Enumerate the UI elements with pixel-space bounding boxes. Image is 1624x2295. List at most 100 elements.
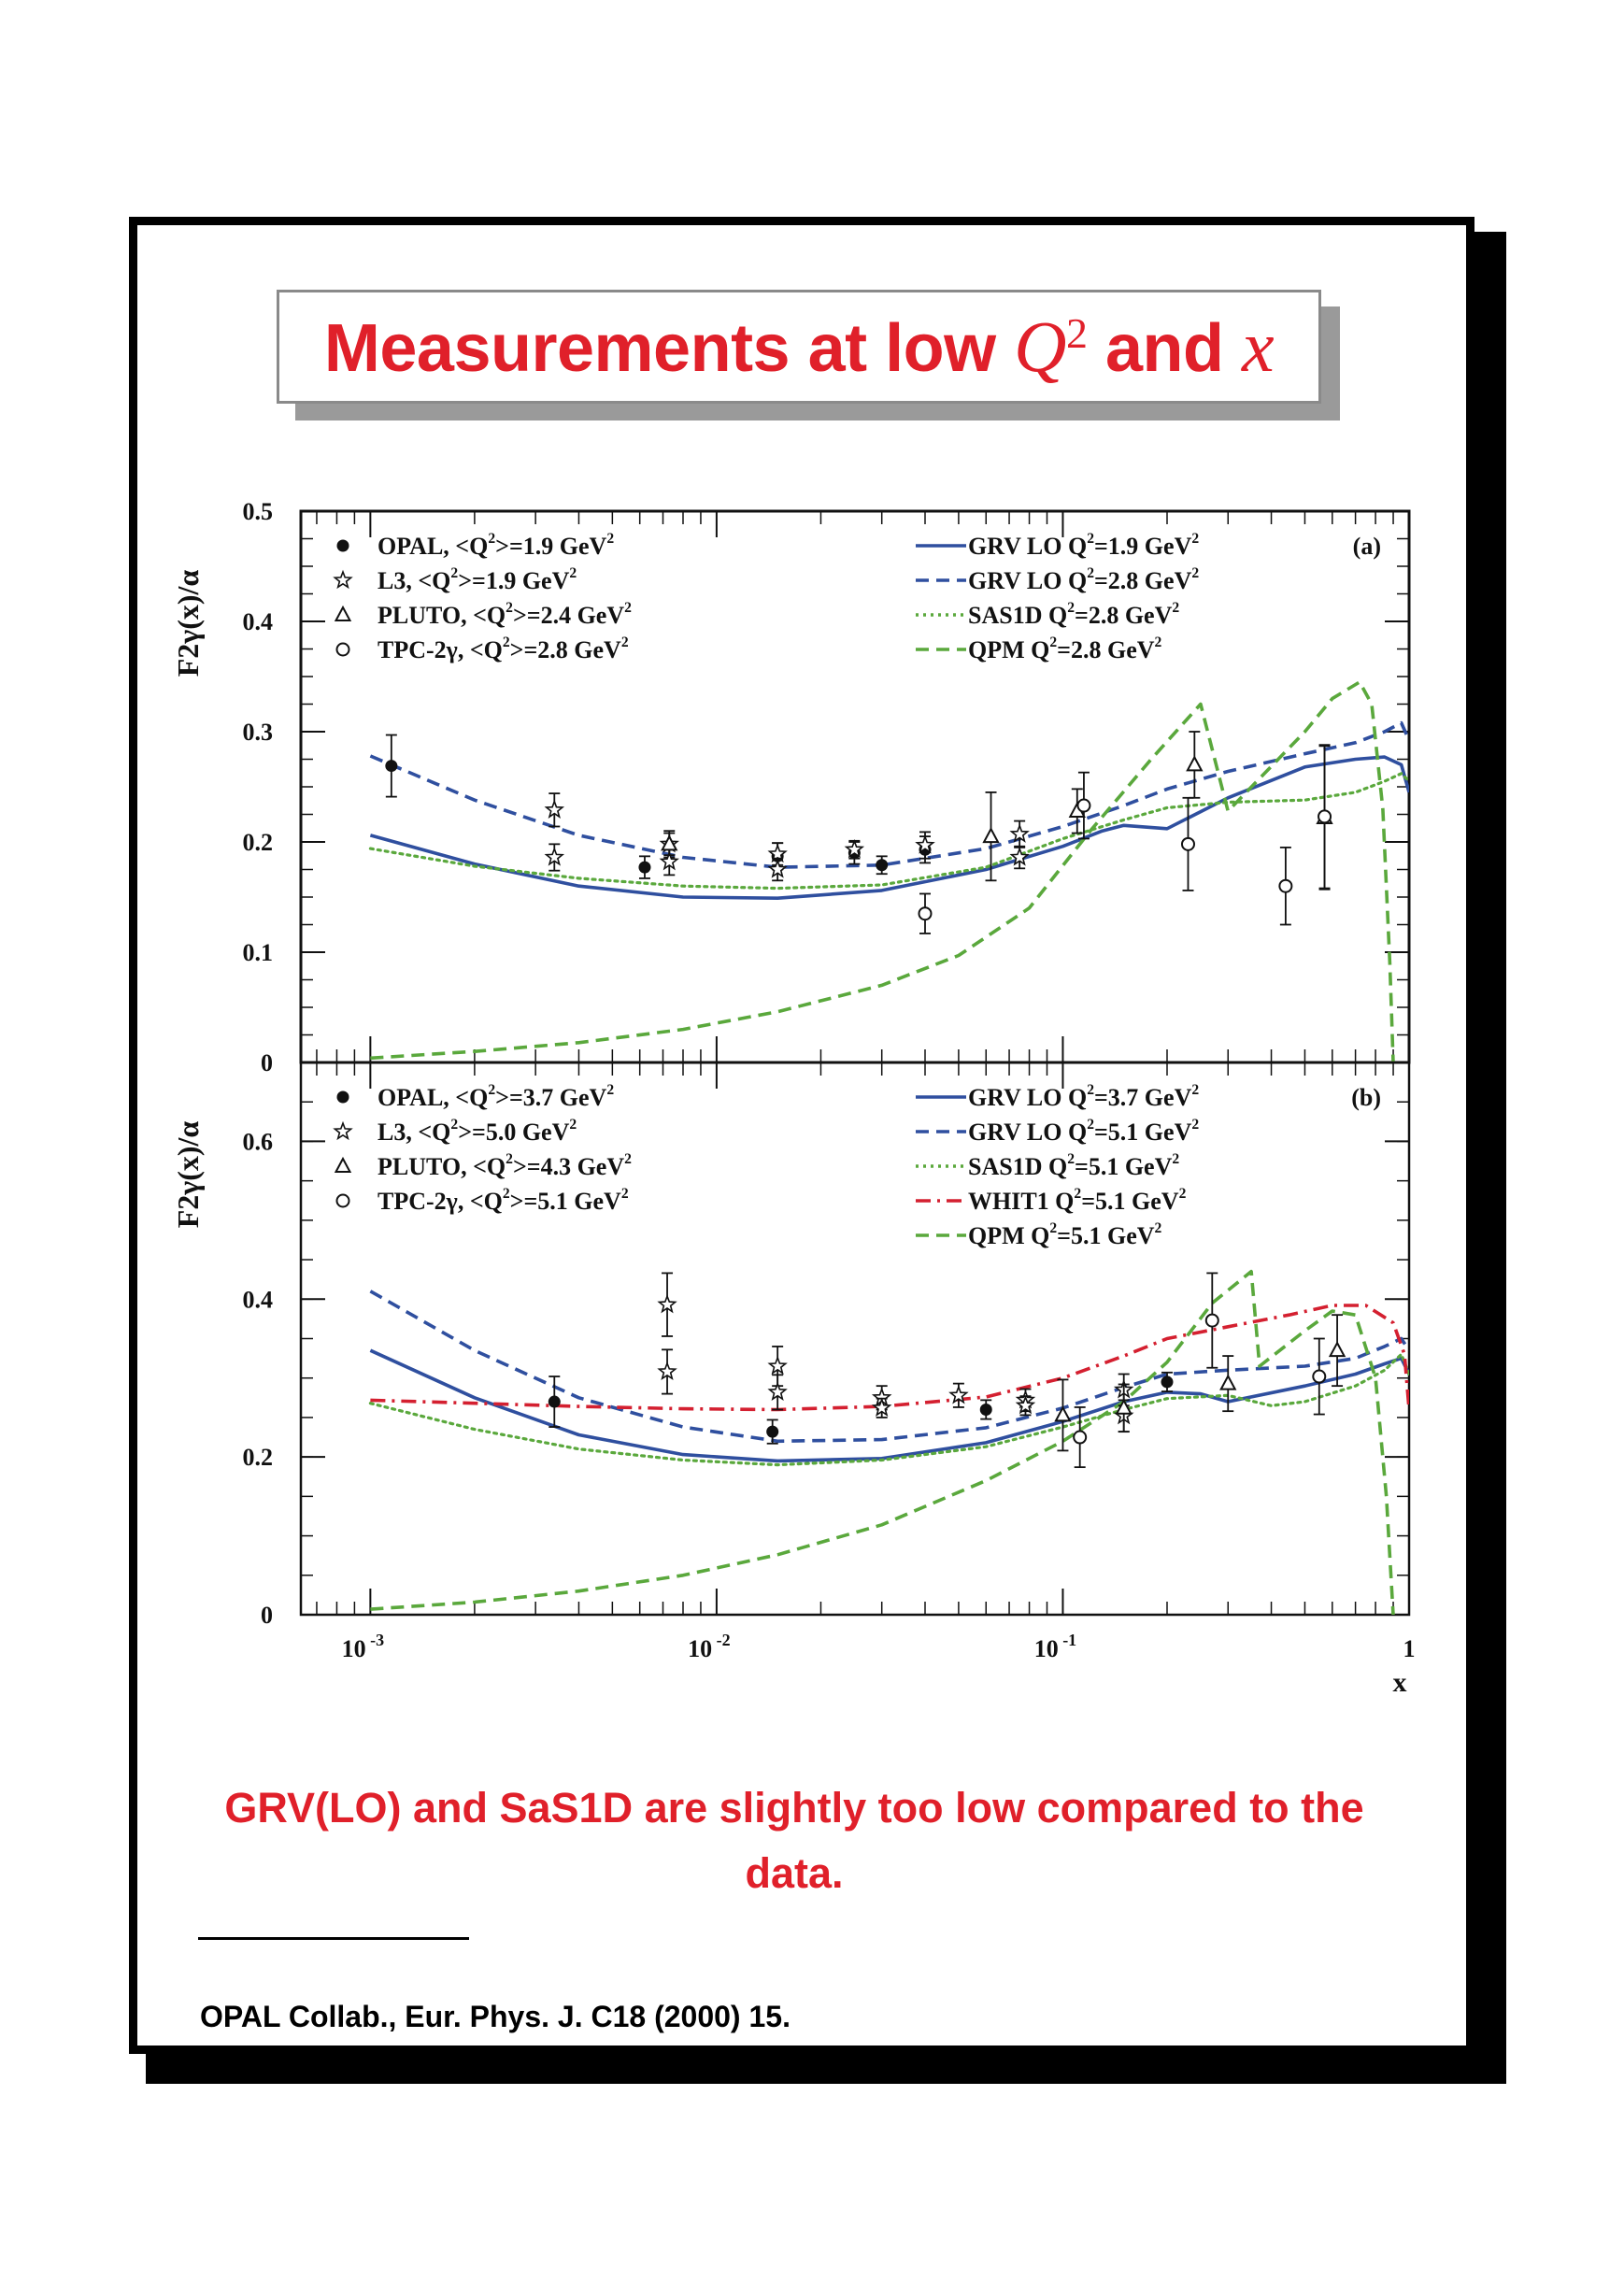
data-point-circle — [1318, 809, 1332, 824]
legend-entry-part: =1.9 GeV — [1094, 533, 1192, 560]
legend-entry-part: 2 — [569, 565, 577, 581]
title-prefix: Measurements at low — [323, 311, 1015, 386]
legend-entry-part: TPC-2γ, <Q — [378, 636, 503, 663]
data-points — [385, 731, 1333, 934]
data-point-star — [1015, 1395, 1036, 1415]
data-point-dot — [548, 1395, 561, 1408]
data-point-star — [544, 847, 565, 866]
title-middle: and — [1087, 311, 1242, 386]
conclusion-text: GRV(LO) and SaS1D are slightly too low c… — [224, 1784, 1364, 1897]
legend-entry-part: 2 — [488, 531, 495, 547]
slide-frame — [129, 217, 1474, 2054]
legend-entry-part: 2 — [503, 634, 510, 650]
legend-entry-part: >=2.8 GeV — [510, 636, 621, 663]
data-point-dot — [979, 1403, 992, 1416]
legend-marker-circle — [335, 642, 350, 657]
data-point-circle — [1076, 798, 1091, 813]
legend-entry-part: 2 — [1087, 531, 1094, 547]
y-tick-label: 0 — [261, 1602, 273, 1629]
legend-entry-part: >=2.4 GeV — [513, 602, 624, 629]
data-point-star — [767, 1381, 788, 1402]
panel-label: (a) — [1353, 533, 1381, 560]
legend-entry-part: GRV LO Q — [968, 533, 1087, 560]
legend-entry: PLUTO, <Q2>=4.3 GeV2 — [378, 1151, 632, 1180]
legend-entry-part: =5.1 GeV — [1075, 1153, 1173, 1180]
data-points — [548, 1272, 1346, 1469]
legend-entry-part: 2 — [1155, 1220, 1162, 1236]
legend-entry: QPM Q2=2.8 GeV2 — [968, 634, 1162, 663]
legend-entry: SAS1D Q2=2.8 GeV2 — [968, 600, 1179, 629]
legend-entry-part: OPAL, <Q — [378, 533, 488, 560]
y-tick-label: 0.6 — [243, 1128, 274, 1155]
legend-entry: TPC-2γ, <Q2>=2.8 GeV2 — [378, 634, 629, 663]
data-point-dot — [876, 859, 889, 872]
data-point-circle — [1180, 836, 1195, 851]
legend-entry: TPC-2γ, <Q2>=5.1 GeV2 — [378, 1186, 629, 1215]
legend-entry-part: 2 — [624, 600, 632, 616]
legend-entry-part: QPM Q — [968, 1222, 1049, 1249]
legend-entry-part: =5.1 GeV — [1094, 1119, 1192, 1146]
legend-entry: SAS1D Q2=5.1 GeV2 — [968, 1151, 1179, 1180]
y-tick-label: 0.4 — [243, 1286, 274, 1313]
legend-entry-part: =5.1 GeV — [1057, 1222, 1155, 1249]
data-point-triangle — [1186, 755, 1204, 772]
curve-sas1d — [368, 772, 1409, 891]
legend-entry-part: 2 — [606, 531, 614, 547]
curve-grv — [369, 755, 1409, 900]
legend-entry: PLUTO, <Q2>=2.4 GeV2 — [378, 600, 632, 629]
legend-entry-part: >=5.1 GeV — [510, 1188, 621, 1215]
data-point-star — [659, 850, 679, 871]
title-box: Measurements at low Q2 and x — [277, 290, 1321, 404]
y-tick-label: 0 — [261, 1049, 273, 1076]
legend-entry-part: 2 — [1191, 565, 1199, 581]
data-point-circle — [918, 906, 933, 921]
curve-grv — [369, 1290, 1409, 1444]
data-point-star — [915, 834, 935, 854]
data-point-star — [844, 839, 865, 859]
curve-qpm — [370, 1269, 1395, 1615]
legend-entry: GRV LO Q2=2.8 GeV2 — [968, 565, 1199, 594]
data-point-star — [767, 1355, 788, 1376]
legend-marker-star — [333, 1120, 353, 1141]
legend-entry: QPM Q2=5.1 GeV2 — [968, 1220, 1162, 1249]
x-tick-exponent: -1 — [1059, 1631, 1077, 1649]
legend-entry-part: L3, <Q — [378, 1119, 450, 1146]
legend-entry-part: GRV LO Q — [968, 1084, 1087, 1111]
x-tick-base: 10 — [1034, 1635, 1059, 1662]
data-point-star — [871, 1397, 892, 1417]
legend-entry: GRV LO Q2=1.9 GeV2 — [968, 531, 1199, 560]
legend-entry-part: >=5.0 GeV — [458, 1119, 569, 1146]
legend-entry-part: 2 — [1191, 1117, 1199, 1133]
legend-entry: OPAL, <Q2>=3.7 GeV2 — [378, 1082, 614, 1111]
x-tick-label: 10 -3 — [342, 1631, 385, 1662]
curves — [368, 680, 1409, 1062]
legend-entry: GRV LO Q2=5.1 GeV2 — [968, 1117, 1199, 1146]
legend-entry: WHIT1 Q2=5.1 GeV2 — [968, 1186, 1187, 1215]
legend-entry: L3, <Q2>=1.9 GeV2 — [378, 565, 577, 594]
y-tick-label: 0.5 — [243, 498, 274, 525]
curve-sas1d — [368, 1352, 1409, 1467]
legend-entry-part: 2 — [606, 1082, 614, 1098]
legend-entry-part: 2 — [1087, 565, 1094, 581]
legend-entry-part: 2 — [1087, 1082, 1094, 1098]
legend-entry-part: 2 — [1074, 1186, 1081, 1202]
legend-marker-dot — [336, 1090, 349, 1104]
data-point-star — [948, 1385, 969, 1404]
legend-entry-part: OPAL, <Q — [378, 1084, 488, 1111]
data-point-star — [767, 859, 788, 878]
legend-entry-part: 2 — [1155, 634, 1162, 650]
y-axis-title: F2γ(x)/α — [171, 1121, 205, 1229]
curves — [368, 1269, 1409, 1615]
legend-entry-part: =2.8 GeV — [1094, 567, 1192, 594]
data-point-dot — [1161, 1376, 1174, 1389]
legend-entry-part: =2.8 GeV — [1057, 636, 1155, 663]
data-point-dot — [638, 861, 651, 874]
legend-entry-part: =3.7 GeV — [1094, 1084, 1192, 1111]
legend-entry-part: 2 — [506, 600, 513, 616]
legend-marker-circle — [335, 1193, 350, 1208]
legend-entry-part: WHIT1 Q — [968, 1188, 1074, 1215]
legend-entry-part: PLUTO, <Q — [378, 1153, 506, 1180]
y-tick-label: 0.4 — [243, 608, 274, 635]
data-point-triangle — [1115, 1398, 1133, 1415]
